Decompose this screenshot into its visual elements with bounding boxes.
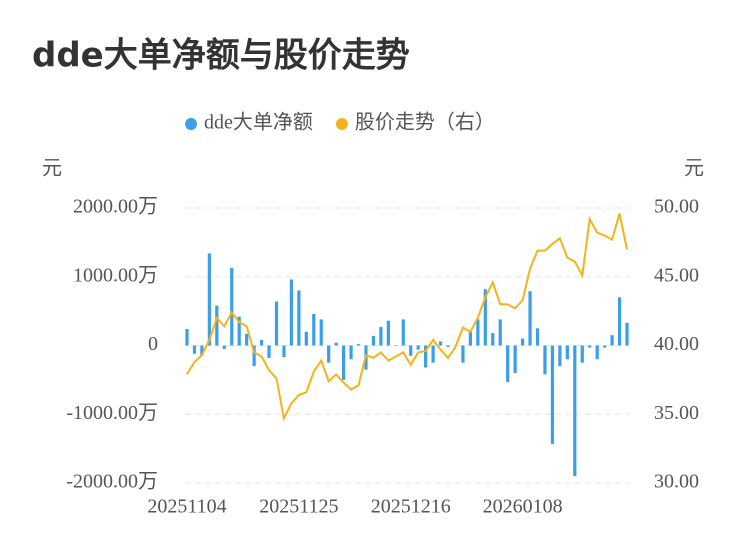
- bar: [230, 267, 234, 346]
- bar: [416, 345, 420, 350]
- bar: [550, 345, 555, 444]
- bar: [438, 341, 443, 346]
- legend-label: 股价走势（右）: [355, 111, 495, 134]
- y2-tick-label: 50.00: [654, 196, 699, 218]
- bar: [192, 345, 197, 354]
- bar: [573, 345, 577, 477]
- bar: [327, 345, 331, 363]
- x-tick-label: 20260108: [483, 496, 563, 518]
- legend-marker: [185, 118, 197, 130]
- y-tick-label: 2000.00万: [73, 196, 158, 218]
- y2-tick-label: 40.00: [654, 333, 699, 355]
- bar: [476, 319, 480, 346]
- bar: [558, 345, 562, 367]
- bar: [468, 331, 472, 346]
- y-tick-label: 1000.00万: [73, 264, 158, 286]
- bar: [334, 342, 338, 346]
- bar: [371, 335, 376, 346]
- bar: [319, 319, 323, 346]
- bar: [513, 345, 517, 373]
- bar: [245, 333, 249, 346]
- bar: [401, 319, 405, 346]
- bar: [267, 345, 271, 358]
- bar: [424, 345, 428, 368]
- bar: [446, 345, 450, 347]
- y-axis-label: 元: [42, 158, 62, 180]
- bar: [409, 345, 413, 356]
- bar: [520, 338, 525, 346]
- bar: [491, 333, 495, 346]
- bar: [535, 328, 540, 346]
- bar: [461, 345, 465, 363]
- bar: [304, 331, 308, 346]
- y-tick-label: 0: [148, 333, 158, 355]
- bar: [506, 345, 510, 382]
- legend-marker: [335, 118, 348, 130]
- bar: [289, 279, 294, 346]
- bar: [349, 345, 353, 360]
- bar: [356, 344, 361, 346]
- y2-axis-label: 元: [684, 158, 704, 180]
- y2-tick-label: 35.00: [654, 402, 699, 424]
- price-line: [186, 213, 628, 422]
- bar: [543, 345, 547, 375]
- bar: [617, 297, 622, 346]
- bar: [625, 322, 629, 346]
- y2-tick-label: 45.00: [654, 264, 699, 286]
- bar: [394, 345, 398, 346]
- x-tick-label: 20251104: [147, 496, 226, 518]
- bar: [282, 345, 286, 358]
- bar: [379, 326, 383, 346]
- y2-tick-label: 30.00: [654, 471, 699, 493]
- bar: [297, 290, 301, 346]
- x-tick-label: 20251216: [371, 496, 451, 518]
- bar: [222, 345, 226, 349]
- bar: [274, 301, 279, 346]
- bar: [498, 319, 502, 346]
- bar: [207, 253, 211, 346]
- bar: [252, 345, 256, 367]
- bar: [431, 345, 435, 363]
- bar: [603, 345, 607, 348]
- bar: [386, 320, 390, 346]
- bar: [610, 335, 614, 346]
- bar: [580, 345, 584, 363]
- bar: [588, 345, 592, 348]
- y-tick-label: -2000.00万: [66, 471, 158, 493]
- chart-title: dde大单净额与股价走势: [32, 36, 410, 76]
- bar: [312, 313, 316, 346]
- bar: [259, 340, 264, 346]
- y-tick-label: -1000.00万: [66, 402, 158, 424]
- bar: [528, 291, 532, 346]
- bar: [595, 345, 599, 360]
- legend-label: dde大单净额: [204, 111, 313, 134]
- bar: [483, 289, 487, 346]
- bar: [200, 345, 204, 356]
- bar: [237, 316, 241, 346]
- x-tick-label: 20251125: [259, 496, 338, 518]
- bar: [342, 345, 346, 380]
- bar: [215, 305, 219, 346]
- bar: [565, 345, 569, 360]
- bar: [185, 329, 189, 346]
